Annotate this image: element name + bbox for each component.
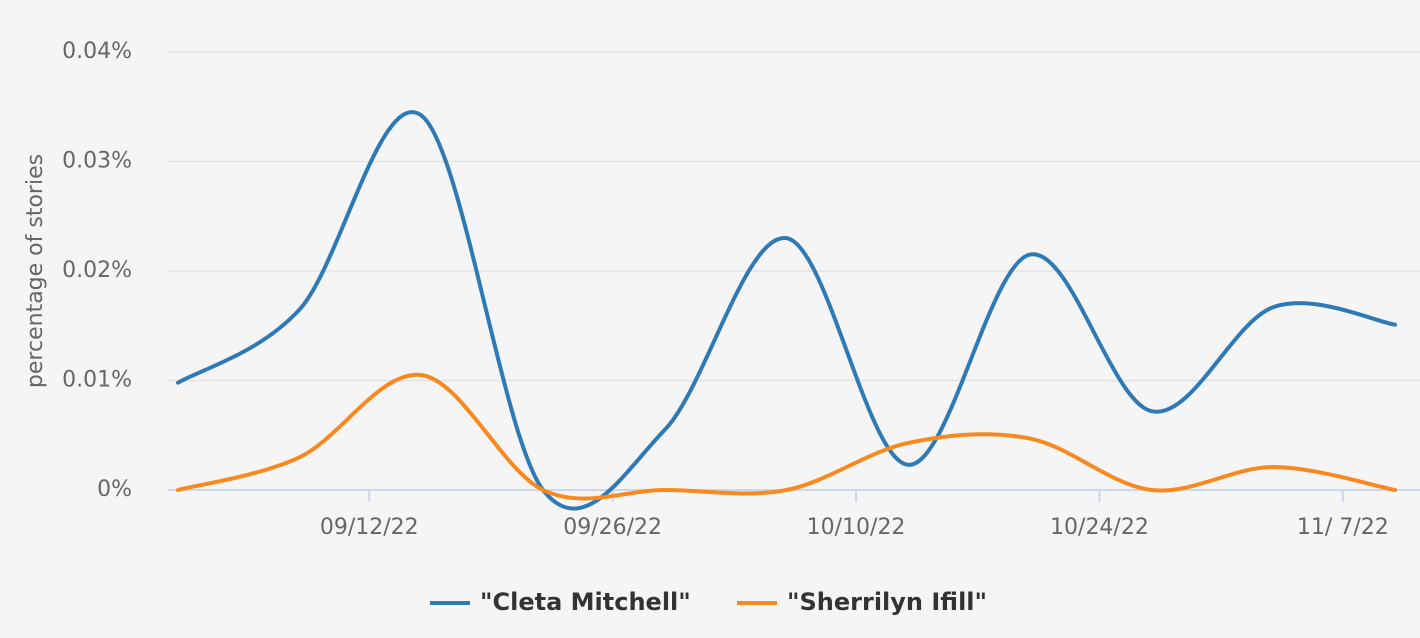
y-tick-label: 0% — [97, 477, 132, 502]
y-tick-label: 0.01% — [62, 368, 132, 393]
legend-label[interactable]: "Cleta Mitchell" — [480, 588, 691, 616]
series-line — [176, 110, 1397, 511]
x-tick-label: 09/26/22 — [563, 515, 662, 540]
x-tick-label: 10/10/22 — [807, 515, 906, 540]
legend-label[interactable]: "Sherrilyn Ifill" — [787, 588, 987, 616]
y-tick-label: 0.04% — [62, 39, 132, 64]
y-tick-label: 0.03% — [62, 149, 132, 174]
x-tick-label: 09/12/22 — [320, 515, 419, 540]
x-tick-label: 11/ 7/22 — [1297, 515, 1389, 540]
y-tick-label: 0.02% — [62, 258, 132, 283]
y-axis-label: percentage of stories — [23, 154, 48, 388]
series-line — [176, 373, 1397, 501]
x-tick-label: 10/24/22 — [1050, 515, 1149, 540]
